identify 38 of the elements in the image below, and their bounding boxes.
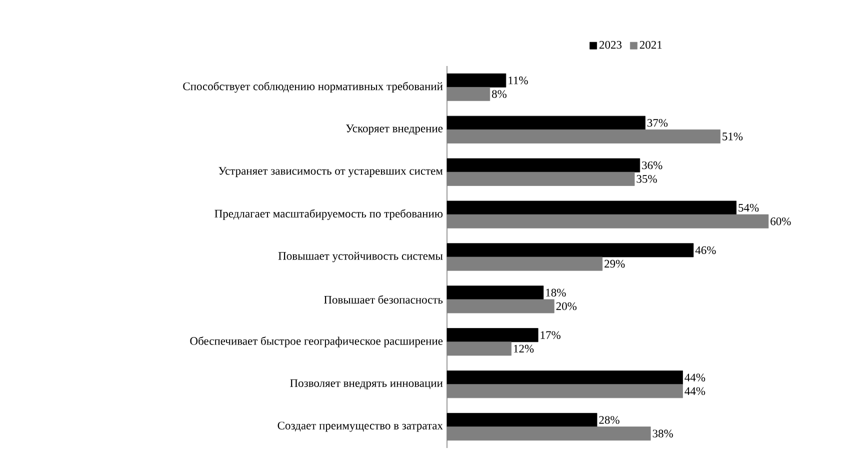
legend-label: 2021 — [640, 40, 662, 49]
y-tick-label: Позволяет внедрять инновации — [290, 379, 443, 390]
bar — [446, 370, 683, 385]
data-label: 11% — [508, 76, 528, 84]
data-label: 46% — [695, 246, 716, 254]
data-label: 17% — [540, 331, 560, 339]
y-tick-label: Предлагает масштабируемость по требованию — [214, 209, 443, 220]
bar — [446, 158, 640, 172]
bar — [446, 73, 506, 88]
bar — [446, 243, 694, 258]
y-tick-label: Создает преимущество в затратах — [278, 422, 443, 432]
y-tick-label: Обеспечивает быстрое географическое расширение — [190, 336, 443, 348]
legend-label: 2023 — [600, 40, 622, 49]
data-label: 60% — [770, 217, 791, 226]
data-label: 29% — [604, 260, 625, 268]
data-label: 20% — [556, 302, 577, 310]
y-tick-label: Повышает безопасность — [324, 295, 443, 304]
data-label: 18% — [546, 288, 566, 297]
bar — [446, 328, 538, 342]
data-label: 35% — [636, 175, 657, 183]
data-label: 51% — [722, 132, 743, 140]
y-tick-label: Способствует соблюдению нормативных требований — [183, 82, 443, 93]
y-tick-label: Устраняет зависимость от устаревших систем — [218, 167, 443, 178]
data-label: 12% — [514, 344, 534, 353]
y-tick-label: Повышает устойчивость системы — [278, 252, 443, 262]
data-label: 38% — [652, 430, 673, 438]
bar — [446, 412, 598, 427]
bar — [446, 116, 646, 130]
data-label: 8% — [492, 90, 506, 98]
data-label: 36% — [642, 161, 662, 170]
data-label: 44% — [684, 374, 706, 382]
data-label: 28% — [599, 416, 620, 424]
data-label: 54% — [738, 204, 759, 212]
data-label: 37% — [647, 118, 668, 127]
bar — [446, 200, 736, 215]
bar — [446, 286, 544, 300]
data-label: 44% — [684, 387, 706, 396]
y-tick-label: Ускоряет внедрение — [346, 124, 443, 135]
